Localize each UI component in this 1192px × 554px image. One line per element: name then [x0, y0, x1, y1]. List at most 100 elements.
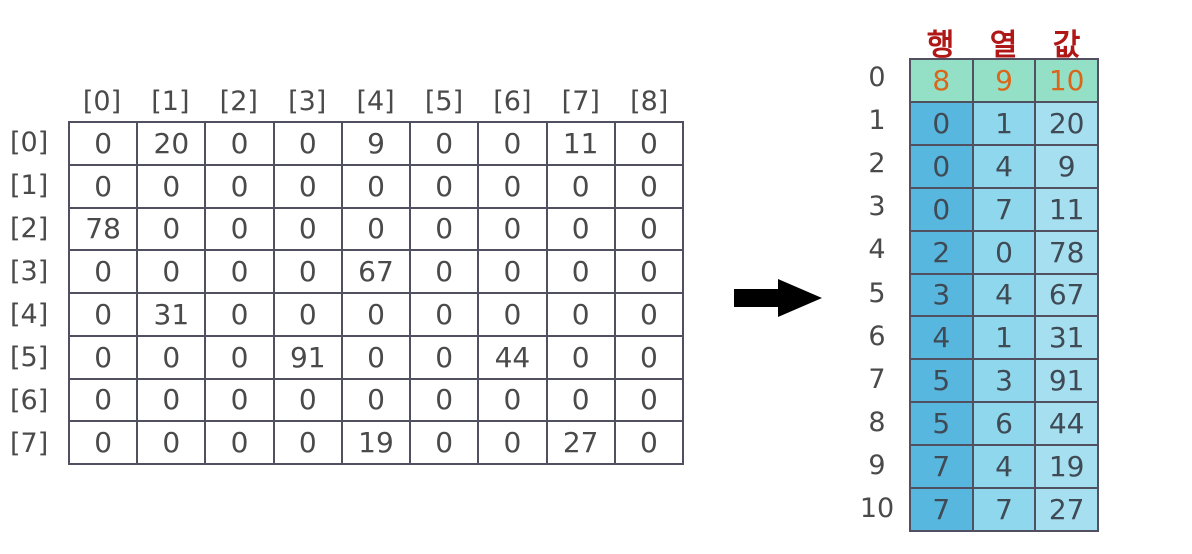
matrix-cell: 0	[206, 422, 275, 465]
matrix-cell: 0	[342, 336, 412, 380]
matrix-cell: 0	[547, 294, 616, 337]
matrix-row-header: [5]	[10, 342, 49, 373]
triple-row-index: 9	[868, 449, 886, 481]
matrix-column-header: [6]	[493, 86, 532, 117]
triple-cell: 0	[911, 188, 974, 232]
triple-row-index: 1	[868, 105, 886, 137]
matrix-cell: 19	[342, 422, 412, 465]
matrix-cell: 0	[411, 251, 480, 294]
matrix-cell: 0	[274, 123, 343, 166]
matrix-cell: 0	[479, 422, 548, 465]
right-arrow-icon	[734, 279, 822, 317]
matrix-row-header: [3]	[10, 256, 49, 287]
triple-cell: 6	[973, 403, 1037, 447]
triple-cell: 67	[1036, 274, 1099, 318]
triple-cell: 7	[973, 489, 1037, 532]
triple-cell: 3	[911, 274, 974, 318]
matrix-cell: 0	[479, 379, 548, 423]
matrix-cell: 0	[206, 208, 275, 252]
triple-summary-cell: 8	[911, 60, 974, 103]
matrix-cell: 0	[615, 379, 684, 423]
matrix-cell: 0	[547, 379, 616, 423]
triple-row-index: 5	[868, 277, 886, 309]
matrix-cell: 0	[274, 251, 343, 294]
matrix-cell: 0	[479, 208, 548, 252]
matrix-cell: 0	[70, 165, 139, 209]
matrix-cell: 0	[206, 336, 275, 380]
triple-table-header: 행	[926, 28, 955, 63]
matrix-cell: 9	[342, 123, 412, 166]
matrix-cell: 0	[138, 379, 207, 423]
matrix-row-header: [1]	[10, 170, 49, 201]
matrix-cell: 0	[342, 165, 412, 209]
matrix-cell: 0	[547, 251, 616, 294]
matrix-cell: 0	[70, 251, 139, 294]
matrix-cell: 0	[274, 379, 343, 423]
triple-cell: 5	[911, 403, 974, 447]
matrix-cell: 44	[479, 336, 548, 380]
matrix-cell: 0	[547, 165, 616, 209]
triple-cell: 7	[911, 489, 974, 532]
triple-cell: 2	[911, 231, 974, 275]
triple-row-index: 6	[868, 320, 886, 352]
matrix-column-header: [5]	[424, 86, 464, 117]
triple-summary-cell: 10	[1036, 60, 1099, 103]
arrow-shape	[734, 279, 822, 317]
matrix-cell: 0	[615, 123, 684, 166]
triple-cell: 1	[973, 102, 1037, 146]
triple-cell: 7	[911, 446, 974, 490]
triple-cell: 4	[973, 446, 1037, 490]
matrix-cell: 0	[411, 208, 480, 252]
matrix-column-header: [7]	[561, 86, 600, 117]
matrix-row-header: [6]	[10, 385, 49, 416]
matrix-cell: 0	[206, 165, 275, 209]
triple-cell: 5	[911, 360, 974, 404]
matrix-cell: 31	[138, 294, 207, 337]
matrix-cell: 0	[138, 165, 207, 209]
matrix-cell: 0	[70, 336, 139, 380]
triple-cell: 0	[973, 231, 1037, 275]
matrix-cell: 0	[342, 379, 412, 423]
matrix-cell: 0	[342, 208, 412, 252]
triple-table: 8 9 10 0 1 20 0 4 9 0 7 11 2 0 78 3 4 67 4 1 31 5 3 91 5 6 44 7 4 19 7…	[909, 58, 1099, 532]
triple-row-index: 8	[868, 406, 886, 438]
triple-cell: 27	[1036, 489, 1099, 532]
matrix-cell: 20	[138, 123, 207, 166]
triple-table-header: 값	[1052, 28, 1081, 63]
triple-row-index: 3	[868, 191, 886, 223]
triple-table-header: 열	[989, 28, 1018, 63]
matrix-cell: 0	[479, 251, 548, 294]
matrix-cell: 0	[547, 208, 616, 252]
triple-cell: 44	[1036, 403, 1099, 447]
matrix-cell: 0	[206, 251, 275, 294]
matrix-cell: 11	[547, 123, 616, 166]
matrix-cell: 0	[342, 294, 412, 337]
matrix-cell: 0	[70, 379, 139, 423]
triple-cell: 7	[973, 188, 1037, 232]
triple-cell: 4	[973, 274, 1037, 318]
matrix-cell: 0	[206, 379, 275, 423]
matrix-cell: 0	[274, 165, 343, 209]
matrix-cell: 0	[411, 422, 480, 465]
matrix-column-header: [4]	[356, 86, 395, 117]
matrix-column-header: [1]	[151, 86, 190, 117]
matrix-cell: 0	[138, 336, 207, 380]
matrix-cell: 0	[615, 336, 684, 380]
matrix-cell: 0	[138, 422, 207, 465]
sparse-matrix-table: 0 20 0 0 9 0 0 11 0 0 0 0 0 0 0 0 0 0 78 0 0 0 0 0 0 0 0 0 0 0 0 67 0 0 0 0…	[68, 121, 684, 465]
matrix-row-header: [4]	[10, 299, 49, 330]
matrix-cell: 0	[274, 294, 343, 337]
matrix-row-header: [2]	[10, 213, 49, 244]
matrix-column-header: [2]	[219, 86, 258, 117]
matrix-cell: 0	[615, 165, 684, 209]
matrix-cell: 67	[342, 251, 412, 294]
triple-row-index: 4	[868, 234, 886, 266]
matrix-cell: 0	[206, 294, 275, 337]
matrix-cell: 0	[274, 422, 343, 465]
matrix-cell: 0	[274, 208, 343, 252]
matrix-cell: 0	[411, 123, 480, 166]
triple-cell: 31	[1036, 317, 1099, 361]
matrix-cell: 0	[411, 294, 480, 337]
matrix-cell: 0	[411, 165, 480, 209]
triple-cell: 0	[911, 145, 974, 189]
